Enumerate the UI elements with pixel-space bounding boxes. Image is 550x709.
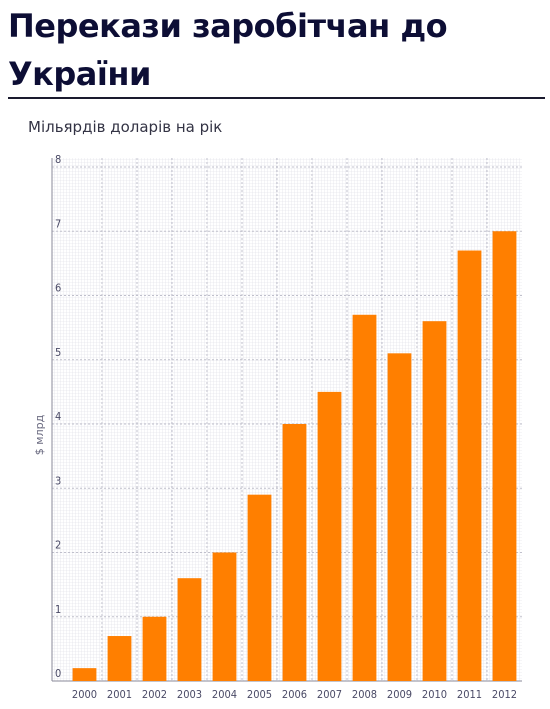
y-tick-label: 5 <box>55 346 61 359</box>
bar-2008 <box>352 314 377 681</box>
bar-2011 <box>457 250 482 681</box>
x-tick-label: 2005 <box>247 688 272 701</box>
x-tick-label: 2001 <box>107 688 132 701</box>
y-tick-label: 4 <box>55 410 61 423</box>
y-tick-label: 3 <box>55 474 61 487</box>
bar-2005 <box>247 494 272 681</box>
x-tick-label: 2008 <box>352 688 377 701</box>
x-tick-label: 2002 <box>142 688 167 701</box>
bar-2000 <box>72 668 97 681</box>
y-tick-label: 6 <box>55 282 61 295</box>
title-divider <box>8 97 545 99</box>
gridlines <box>51 158 522 682</box>
x-tick-label: 2009 <box>387 688 412 701</box>
x-tick-labels: 2000 2001 2002 2003 2004 2005 2006 2007 2008 2009… <box>72 688 517 701</box>
chart-subtitle: Мільярдів доларів на рік <box>28 118 223 136</box>
x-tick-label: 2007 <box>317 688 342 701</box>
bar-2003 <box>177 578 202 681</box>
y-tick-labels: 0 1 2 3 4 5 6 7 8 <box>55 153 61 680</box>
bar-2002 <box>142 616 167 681</box>
bar-2010 <box>422 321 447 681</box>
x-tick-label: 2000 <box>72 688 97 701</box>
page-title: Перекази заробітчан до України <box>8 7 448 93</box>
x-tick-label: 2004 <box>212 688 237 701</box>
x-tick-label: 2012 <box>492 688 517 701</box>
bars <box>72 231 517 681</box>
bar-2012 <box>492 231 517 681</box>
y-tick-label: 1 <box>55 603 61 616</box>
y-tick-label: 8 <box>55 153 61 166</box>
x-tick-label: 2006 <box>282 688 307 701</box>
x-tick-label: 2011 <box>457 688 482 701</box>
x-tick-label: 2003 <box>177 688 202 701</box>
y-tick-label: 0 <box>55 667 61 680</box>
bar-2004 <box>212 552 237 681</box>
y-tick-label: 7 <box>55 217 61 230</box>
y-tick-label: 2 <box>55 539 61 552</box>
bar-2001 <box>107 636 132 681</box>
y-axis-label: $ млрд <box>33 414 46 455</box>
bar-2006 <box>282 424 307 681</box>
bar-2007 <box>317 391 342 681</box>
x-tick-label: 2010 <box>422 688 447 701</box>
bar-2009 <box>387 353 412 681</box>
